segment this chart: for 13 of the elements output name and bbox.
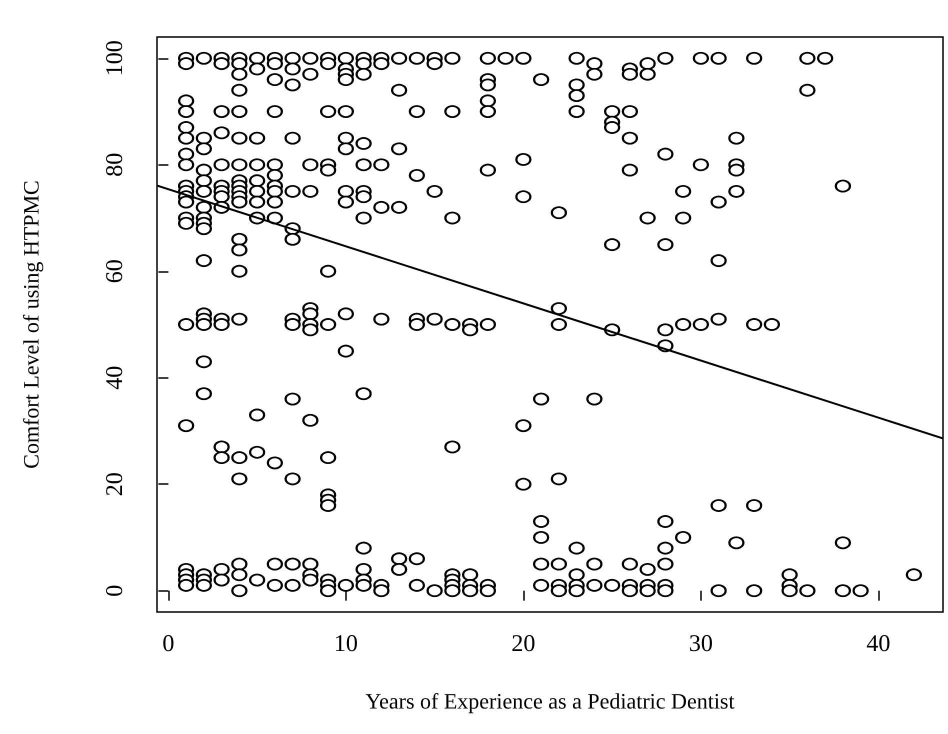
x-tick-label: 10 — [334, 631, 358, 657]
y-tick-label: 80 — [102, 152, 128, 177]
y-tick-label: 100 — [102, 40, 128, 76]
y-tick-label: 60 — [102, 259, 128, 284]
y-tick-label: 0 — [102, 584, 128, 597]
y-tick-label: 20 — [102, 472, 128, 496]
x-tick-label: 20 — [511, 631, 536, 657]
x-tick-label: 40 — [866, 631, 890, 657]
x-tick-label: 30 — [688, 631, 713, 657]
x-tick-label: 0 — [162, 631, 174, 657]
y-tick-label: 40 — [102, 366, 128, 390]
y-axis-title: Comfort Level of using HTPMC — [18, 180, 44, 469]
x-axis-title: Years of Experience as a Pediatric Dentist — [365, 688, 735, 714]
